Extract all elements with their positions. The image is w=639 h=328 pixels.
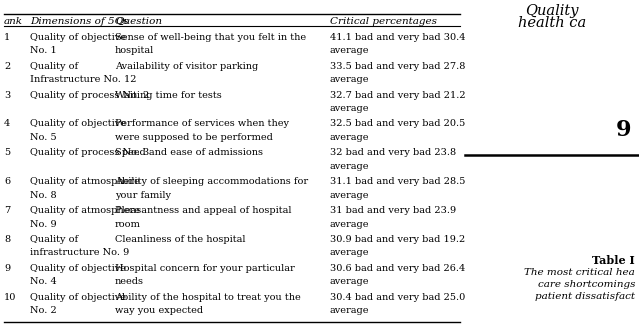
- Text: No. 5: No. 5: [30, 133, 57, 142]
- Text: 9: 9: [4, 264, 10, 273]
- Text: room: room: [115, 219, 141, 229]
- Text: average: average: [330, 306, 369, 315]
- Text: 9: 9: [615, 119, 631, 141]
- Text: No. 4: No. 4: [30, 277, 57, 286]
- Text: average: average: [330, 191, 369, 200]
- Text: Quality of objective: Quality of objective: [30, 293, 126, 302]
- Text: care shortcomings: care shortcomings: [537, 280, 635, 289]
- Text: No. 9: No. 9: [30, 219, 57, 229]
- Text: Infrastructure No. 12: Infrastructure No. 12: [30, 75, 137, 84]
- Text: ank: ank: [4, 16, 23, 26]
- Text: 31.1 bad and very bad 28.5: 31.1 bad and very bad 28.5: [330, 177, 465, 186]
- Text: average: average: [330, 162, 369, 171]
- Text: Ability of the hospital to treat you the: Ability of the hospital to treat you the: [115, 293, 301, 302]
- Text: 32.5 bad and very bad 20.5: 32.5 bad and very bad 20.5: [330, 119, 465, 129]
- Text: Quality of atmosphere: Quality of atmosphere: [30, 177, 140, 186]
- Text: Question: Question: [115, 16, 162, 26]
- Text: 32.7 bad and very bad 21.2: 32.7 bad and very bad 21.2: [330, 91, 466, 99]
- Text: Pleasantness and appeal of hospital: Pleasantness and appeal of hospital: [115, 206, 291, 215]
- Text: 31 bad and very bad 23.9: 31 bad and very bad 23.9: [330, 206, 456, 215]
- Text: average: average: [330, 104, 369, 113]
- Text: Table I: Table I: [592, 255, 635, 266]
- Text: 1: 1: [4, 33, 10, 42]
- Text: Availability of visitor parking: Availability of visitor parking: [115, 62, 258, 71]
- Text: 30.4 bad and very bad 25.0: 30.4 bad and very bad 25.0: [330, 293, 465, 302]
- Text: Sense of well-being that you felt in the: Sense of well-being that you felt in the: [115, 33, 306, 42]
- Text: 4: 4: [4, 119, 10, 129]
- Text: average: average: [330, 46, 369, 55]
- Text: Quality of: Quality of: [30, 62, 78, 71]
- Text: Dimensions of 5Qs: Dimensions of 5Qs: [30, 16, 128, 26]
- Text: 3: 3: [4, 91, 10, 99]
- Text: average: average: [330, 219, 369, 229]
- Text: way you expected: way you expected: [115, 306, 203, 315]
- Text: The most critical hea: The most critical hea: [524, 268, 635, 277]
- Text: 32 bad and very bad 23.8: 32 bad and very bad 23.8: [330, 148, 456, 157]
- Text: your family: your family: [115, 191, 171, 200]
- Text: Quality of: Quality of: [30, 235, 78, 244]
- Text: 33.5 bad and very bad 27.8: 33.5 bad and very bad 27.8: [330, 62, 465, 71]
- Text: Quality of process No. 3: Quality of process No. 3: [30, 148, 150, 157]
- Text: average: average: [330, 133, 369, 142]
- Text: Quality of process No. 2: Quality of process No. 2: [30, 91, 150, 99]
- Text: patient dissatisfact: patient dissatisfact: [535, 292, 635, 301]
- Text: 7: 7: [4, 206, 10, 215]
- Text: No. 1: No. 1: [30, 46, 57, 55]
- Text: 10: 10: [4, 293, 17, 302]
- Text: Critical percentages: Critical percentages: [330, 16, 437, 26]
- Text: 30.6 bad and very bad 26.4: 30.6 bad and very bad 26.4: [330, 264, 465, 273]
- Text: Waiting time for tests: Waiting time for tests: [115, 91, 222, 99]
- Text: Quality of objective: Quality of objective: [30, 119, 126, 129]
- Text: Cleanliness of the hospital: Cleanliness of the hospital: [115, 235, 245, 244]
- Text: Speed and ease of admissions: Speed and ease of admissions: [115, 148, 263, 157]
- Text: No. 2: No. 2: [30, 306, 57, 315]
- Text: average: average: [330, 249, 369, 257]
- Text: were supposed to be performed: were supposed to be performed: [115, 133, 273, 142]
- Text: Hospital concern for your particular: Hospital concern for your particular: [115, 264, 295, 273]
- Text: Quality of atmosphere: Quality of atmosphere: [30, 206, 140, 215]
- Text: health ca: health ca: [518, 16, 586, 30]
- Text: No. 8: No. 8: [30, 191, 57, 200]
- Text: infrastructure No. 9: infrastructure No. 9: [30, 249, 129, 257]
- Text: Quality of objective: Quality of objective: [30, 33, 126, 42]
- Text: Ability of sleeping accommodations for: Ability of sleeping accommodations for: [115, 177, 308, 186]
- Text: 6: 6: [4, 177, 10, 186]
- Text: 8: 8: [4, 235, 10, 244]
- Text: 30.9 bad and very bad 19.2: 30.9 bad and very bad 19.2: [330, 235, 465, 244]
- Text: Quality of objective: Quality of objective: [30, 264, 126, 273]
- Text: Performance of services when they: Performance of services when they: [115, 119, 289, 129]
- Text: Quality: Quality: [525, 4, 579, 18]
- Text: average: average: [330, 277, 369, 286]
- Text: needs: needs: [115, 277, 144, 286]
- Text: average: average: [330, 75, 369, 84]
- Text: 41.1 bad and very bad 30.4: 41.1 bad and very bad 30.4: [330, 33, 465, 42]
- Text: 2: 2: [4, 62, 10, 71]
- Text: hospital: hospital: [115, 46, 154, 55]
- Text: 5: 5: [4, 148, 10, 157]
